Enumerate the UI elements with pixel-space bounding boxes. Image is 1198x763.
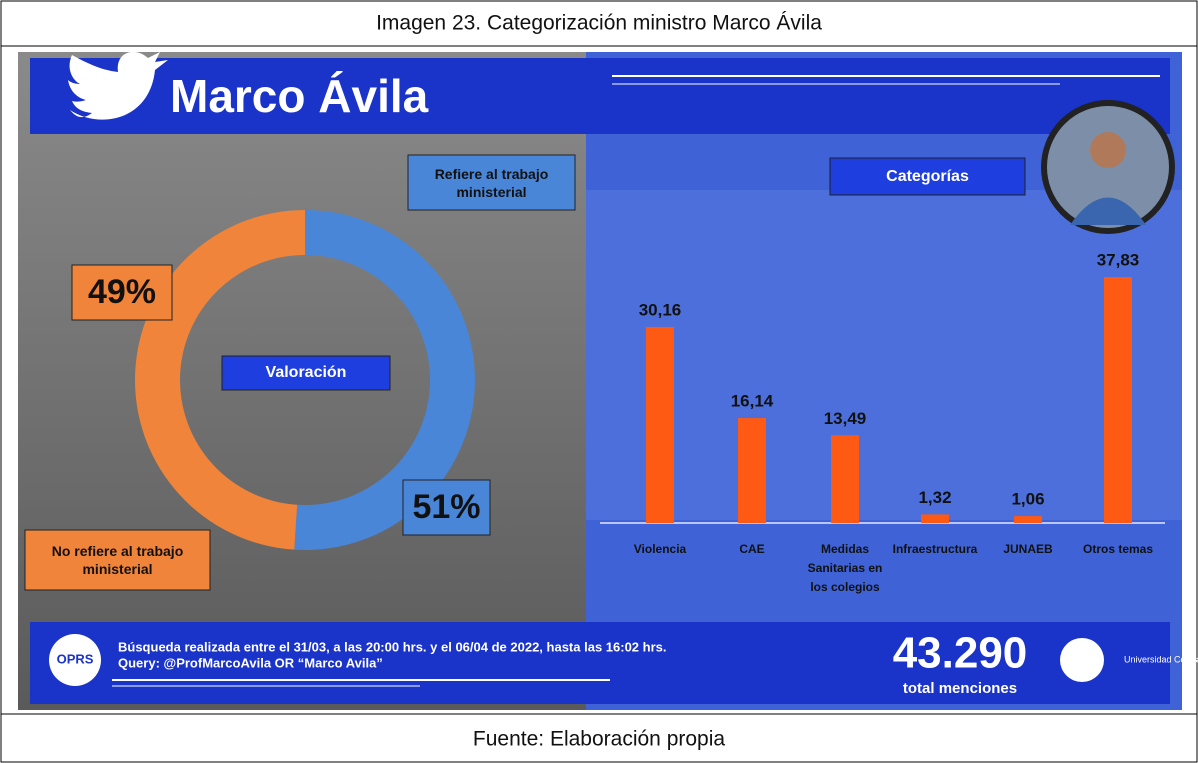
chart-title: Categorías: [830, 158, 1025, 195]
blue-panel: [586, 190, 1182, 520]
search-text: Búsqueda realizada entre el 31/03, a las…: [118, 639, 666, 654]
value-label: 1,06: [1011, 490, 1044, 509]
value-label: 16,14: [731, 392, 774, 411]
value-label: 51%: [403, 480, 490, 535]
infographic: Imagen 23. Categorización ministro Marco…: [0, 0, 1198, 763]
category-label: Otros temas: [1073, 540, 1163, 559]
category-label: Violencia: [615, 540, 705, 559]
bar: [1104, 277, 1132, 523]
source: Fuente: Elaboración propia: [473, 728, 725, 751]
logo-right: Universidad Central: [1124, 654, 1198, 664]
logo-left: OPRS: [57, 651, 94, 666]
category-label: Infraestructura: [890, 540, 980, 559]
legend-label: No refiere al trabajo ministerial: [25, 530, 210, 590]
bar: [738, 418, 766, 523]
caption: Imagen 23. Categorización ministro Marco…: [376, 12, 822, 35]
value-label: 30,16: [639, 300, 682, 319]
bar: [921, 514, 949, 523]
logo: [1060, 638, 1104, 682]
center-label: Valoración: [222, 356, 390, 390]
header-name: Marco Ávila: [170, 70, 429, 122]
bar: [831, 435, 859, 523]
value-label: 49%: [72, 265, 172, 320]
value-label: 1,32: [918, 488, 951, 507]
category-label: Medidas Sanitarias en los colegios: [800, 540, 890, 597]
total-mentions: 43.290: [893, 629, 1028, 678]
legend-label: Refiere al trabajo ministerial: [408, 155, 575, 210]
value-label: 13,49: [824, 409, 867, 428]
query-text: Query: @ProfMarcoAvila OR “Marco Avila”: [118, 655, 383, 670]
page: Imagen 23. Categorización ministro Marco…: [0, 0, 1198, 763]
portrait: [1090, 132, 1126, 168]
category-label: JUNAEB: [983, 540, 1073, 559]
bar: [646, 327, 674, 523]
value-label: 37,83: [1097, 251, 1140, 270]
category-label: CAE: [707, 540, 797, 559]
bar: [1014, 516, 1042, 523]
total-label: total menciones: [903, 680, 1017, 697]
